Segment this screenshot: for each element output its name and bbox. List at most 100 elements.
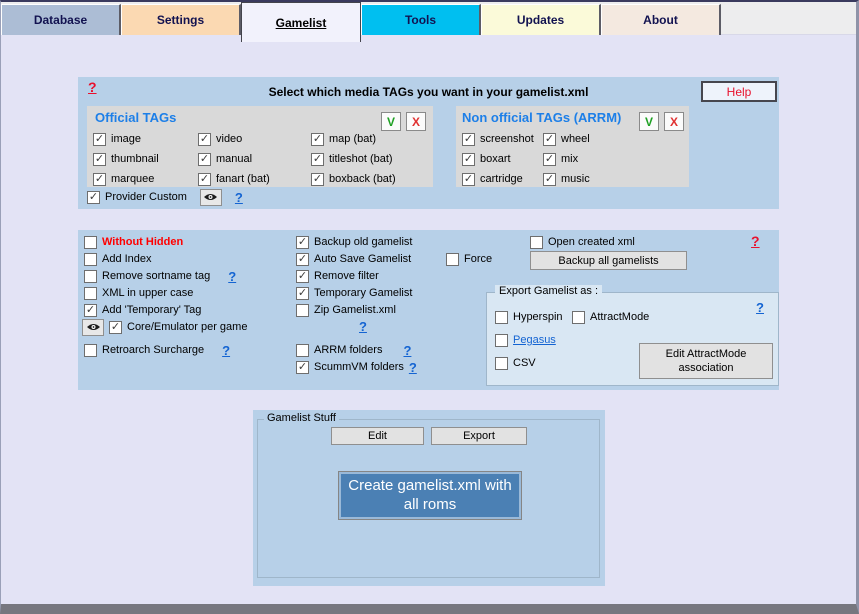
- non-official-uncheck-all-button[interactable]: X: [664, 112, 684, 131]
- official-tag-row: ✓ titleshot (bat): [311, 149, 396, 169]
- zip-gamelist-label: Zip Gamelist.xml: [314, 304, 396, 316]
- official-tag-checkbox[interactable]: ✓: [311, 132, 324, 146]
- auto-save-gamelist-checkbox[interactable]: ✓: [296, 252, 309, 266]
- tab-updates[interactable]: Updates: [481, 4, 601, 35]
- tab-database[interactable]: Database: [1, 4, 121, 35]
- official-tag-checkbox[interactable]: ✓: [311, 172, 324, 186]
- scummvm-folders-checkbox[interactable]: ✓: [296, 360, 309, 374]
- export-gamelist-button[interactable]: Export: [431, 427, 527, 445]
- non-official-tag-row: ✓ screenshot: [462, 129, 543, 149]
- arrm-folders-qmark[interactable]: ?: [403, 342, 412, 358]
- option-arrm-folders: ARRM folders ?: [296, 342, 411, 358]
- option-xml-upper-case: XML in upper case: [84, 285, 193, 301]
- remove-sortname-qmark[interactable]: ?: [228, 268, 237, 284]
- non-official-tag-row: ✓ cartridge: [462, 169, 543, 189]
- official-check-all-button[interactable]: V: [381, 112, 401, 131]
- zip-gamelist-checkbox[interactable]: [296, 303, 309, 317]
- add-index-checkbox[interactable]: [84, 252, 97, 266]
- scummvm-folders-qmark[interactable]: ?: [408, 359, 417, 375]
- add-temporary-tag-checkbox[interactable]: ✓: [84, 303, 97, 317]
- option-add-index: Add Index: [84, 251, 152, 267]
- official-tag-checkbox[interactable]: ✓: [198, 172, 211, 186]
- non-official-tag-row: ✓ mix: [543, 149, 590, 169]
- non-official-tag-checkbox[interactable]: ✓: [462, 132, 475, 146]
- edit-attractmode-association-button[interactable]: Edit AttractMode association: [639, 343, 773, 379]
- backup-all-gamelists-button[interactable]: Backup all gamelists: [530, 251, 687, 270]
- eye-icon: [86, 320, 101, 335]
- non-official-check-all-button[interactable]: V: [639, 112, 659, 131]
- export-qmark[interactable]: ?: [756, 300, 764, 315]
- arrm-folders-checkbox[interactable]: [296, 343, 309, 357]
- backup-old-gamelist-checkbox[interactable]: ✓: [296, 235, 309, 249]
- auto-save-gamelist-label: Auto Save Gamelist: [314, 253, 412, 265]
- add-temporary-tag-label: Add 'Temporary' Tag: [102, 304, 202, 316]
- provider-custom-checkbox[interactable]: ✓: [87, 190, 100, 204]
- tab-gamelist[interactable]: Gamelist: [241, 2, 361, 42]
- official-tag-label: boxback (bat): [329, 173, 396, 185]
- media-help-qmark[interactable]: ?: [88, 79, 97, 95]
- retroarch-surcharge-qmark[interactable]: ?: [222, 342, 231, 358]
- core-emulator-checkbox[interactable]: ✓: [109, 320, 122, 334]
- non-official-tag-checkbox[interactable]: ✓: [462, 152, 475, 166]
- remove-sortname-checkbox[interactable]: [84, 269, 97, 283]
- option-core-emulator: ✓ Core/Emulator per game: [82, 318, 247, 336]
- pegasus-link[interactable]: Pegasus: [513, 334, 556, 346]
- zip-gamelist-qmark[interactable]: ?: [359, 319, 367, 334]
- non-official-tags-group: Non official TAGs (ARRM) V X ✓ screenshot…: [456, 106, 689, 187]
- gamelist-stuff-group: Gamelist Stuff: [257, 412, 600, 578]
- official-tag-checkbox[interactable]: ✓: [311, 152, 324, 166]
- official-tag-checkbox[interactable]: ✓: [93, 152, 106, 166]
- official-tag-checkbox[interactable]: ✓: [198, 132, 211, 146]
- option-add-temporary-tag: ✓ Add 'Temporary' Tag: [84, 302, 201, 318]
- csv-checkbox[interactable]: [495, 356, 508, 370]
- tab-settings[interactable]: Settings: [121, 4, 241, 35]
- export-hyperspin-row: Hyperspin: [495, 309, 563, 325]
- tab-database-label: Database: [33, 13, 88, 27]
- option-backup-old-gamelist: ✓ Backup old gamelist: [296, 234, 412, 250]
- open-created-xml-checkbox[interactable]: [530, 235, 543, 249]
- without-hidden-checkbox[interactable]: [84, 235, 97, 249]
- without-hidden-label: Without Hidden: [102, 236, 184, 248]
- provider-custom-qmark[interactable]: ?: [234, 189, 243, 205]
- option-open-created-xml: Open created xml: [530, 234, 635, 250]
- non-official-tags-grid: ✓ screenshot ✓ boxart ✓ cartridge ✓ wheel ✓ m…: [462, 129, 590, 189]
- official-tag-checkbox[interactable]: ✓: [93, 172, 106, 186]
- retroarch-surcharge-label: Retroarch Surcharge: [102, 344, 205, 356]
- add-index-label: Add Index: [102, 253, 152, 265]
- official-tag-label: map (bat): [329, 133, 377, 145]
- options-help-qmark[interactable]: ?: [751, 233, 760, 249]
- remove-filter-checkbox[interactable]: ✓: [296, 269, 309, 283]
- non-official-tag-checkbox[interactable]: ✓: [543, 172, 556, 186]
- tab-about[interactable]: About: [601, 4, 721, 35]
- export-pegasus-row: Pegasus: [495, 332, 556, 348]
- edit-gamelist-button[interactable]: Edit: [331, 427, 424, 445]
- hyperspin-checkbox[interactable]: [495, 310, 508, 324]
- official-tag-checkbox[interactable]: ✓: [198, 152, 211, 166]
- pegasus-checkbox[interactable]: [495, 333, 508, 347]
- option-zip-gamelist: Zip Gamelist.xml: [296, 302, 396, 318]
- non-official-tags-title: Non official TAGs (ARRM): [462, 110, 622, 125]
- xml-upper-case-checkbox[interactable]: [84, 286, 97, 300]
- create-gamelist-button[interactable]: Create gamelist.xml with all roms: [338, 471, 522, 520]
- temporary-gamelist-checkbox[interactable]: ✓: [296, 286, 309, 300]
- retroarch-surcharge-checkbox[interactable]: [84, 343, 97, 357]
- tab-settings-label: Settings: [156, 13, 205, 27]
- official-tag-row: ✓ boxback (bat): [311, 169, 396, 189]
- attractmode-checkbox[interactable]: [572, 310, 585, 324]
- core-emulator-eye-button[interactable]: [82, 318, 104, 336]
- tab-tools-label: Tools: [404, 13, 437, 27]
- tab-tools[interactable]: Tools: [361, 4, 481, 35]
- remove-filter-label: Remove filter: [314, 270, 379, 282]
- official-uncheck-all-button[interactable]: X: [406, 112, 426, 131]
- non-official-tag-checkbox[interactable]: ✓: [543, 132, 556, 146]
- official-tag-checkbox[interactable]: ✓: [93, 132, 106, 146]
- non-official-tag-label: screenshot: [480, 133, 534, 145]
- help-button[interactable]: Help: [701, 81, 777, 102]
- attractmode-label: AttractMode: [590, 311, 650, 323]
- provider-custom-eye-button[interactable]: [199, 188, 222, 206]
- tab-bar: Database Settings Gamelist Tools Updates…: [1, 2, 856, 42]
- non-official-tag-checkbox[interactable]: ✓: [543, 152, 556, 166]
- force-checkbox[interactable]: [446, 252, 459, 266]
- non-official-tag-checkbox[interactable]: ✓: [462, 172, 475, 186]
